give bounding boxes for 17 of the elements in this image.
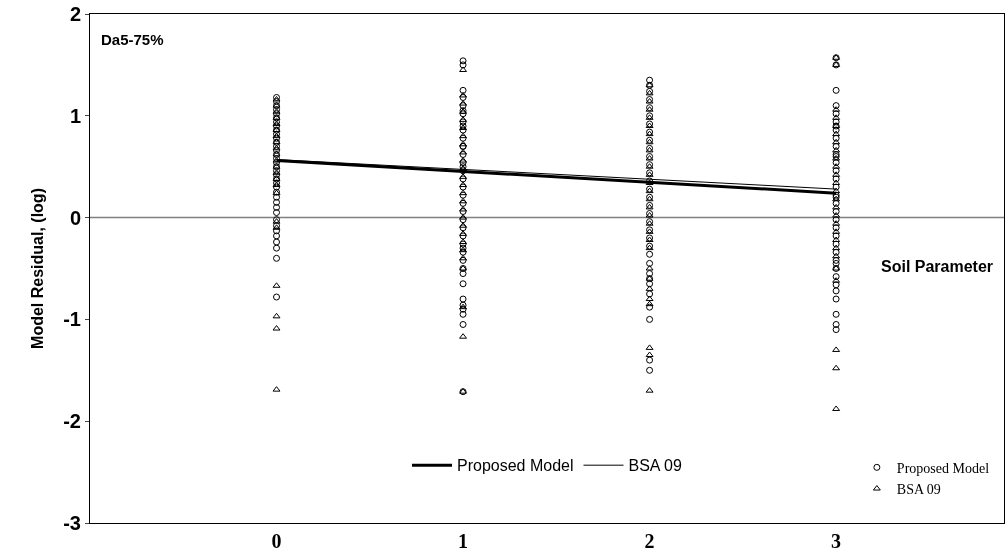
y-tick-label: 2 (69, 3, 81, 25)
y-axis-title: Model Residual, (log) (29, 188, 47, 349)
legend-label: BSA 09 (628, 457, 682, 475)
legend-label: BSA 09 (896, 482, 941, 497)
y-tick-label: -1 (63, 308, 81, 331)
y-tick-label: -3 (63, 512, 81, 534)
legend-label: Proposed Model (457, 457, 574, 475)
y-tick-label: 0 (69, 206, 81, 229)
x-tick-label: 2 (644, 530, 655, 552)
legend-label: Proposed Model (896, 460, 990, 476)
y-tick-label: 1 (69, 104, 81, 127)
x-tick-label: 0 (271, 530, 282, 552)
x-tick-label: 1 (458, 530, 469, 552)
annotation: Da5-75% (101, 31, 164, 48)
x-tick-label: 3 (831, 530, 842, 552)
x-axis-title: Soil Parameter (881, 258, 994, 275)
y-tick-label: -2 (63, 410, 81, 433)
